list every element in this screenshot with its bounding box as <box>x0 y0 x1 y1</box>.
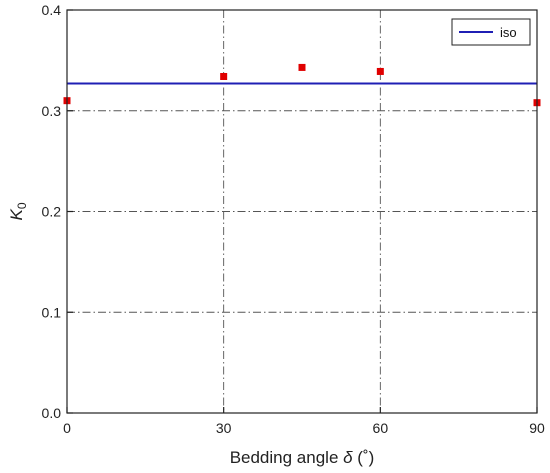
data-point <box>298 63 306 71</box>
legend-iso-label: iso <box>500 25 517 40</box>
data-point <box>220 72 228 80</box>
x-tick-label: 30 <box>216 420 232 436</box>
x-tick-label: 0 <box>63 420 71 436</box>
x-axis-label: Bedding angle δ (˚) <box>230 448 375 467</box>
data-points <box>63 63 541 107</box>
y-tick-label: 0.3 <box>42 103 62 119</box>
legend: iso <box>451 18 531 46</box>
x-tick-label: 90 <box>529 420 545 436</box>
x-tick-label: 60 <box>373 420 389 436</box>
data-point <box>376 67 384 75</box>
y-tick-label: 0.0 <box>42 405 62 421</box>
y-tick-label: 0.1 <box>42 304 62 320</box>
y-tick-label: 0.4 <box>42 2 62 18</box>
grid-lines <box>67 10 537 413</box>
y-axis-label: K0 <box>7 202 29 220</box>
axis-ticks: 0 30 60 90 0.0 0.1 0.2 0.3 0.4 <box>42 2 545 436</box>
y-tick-label: 0.2 <box>42 204 62 220</box>
